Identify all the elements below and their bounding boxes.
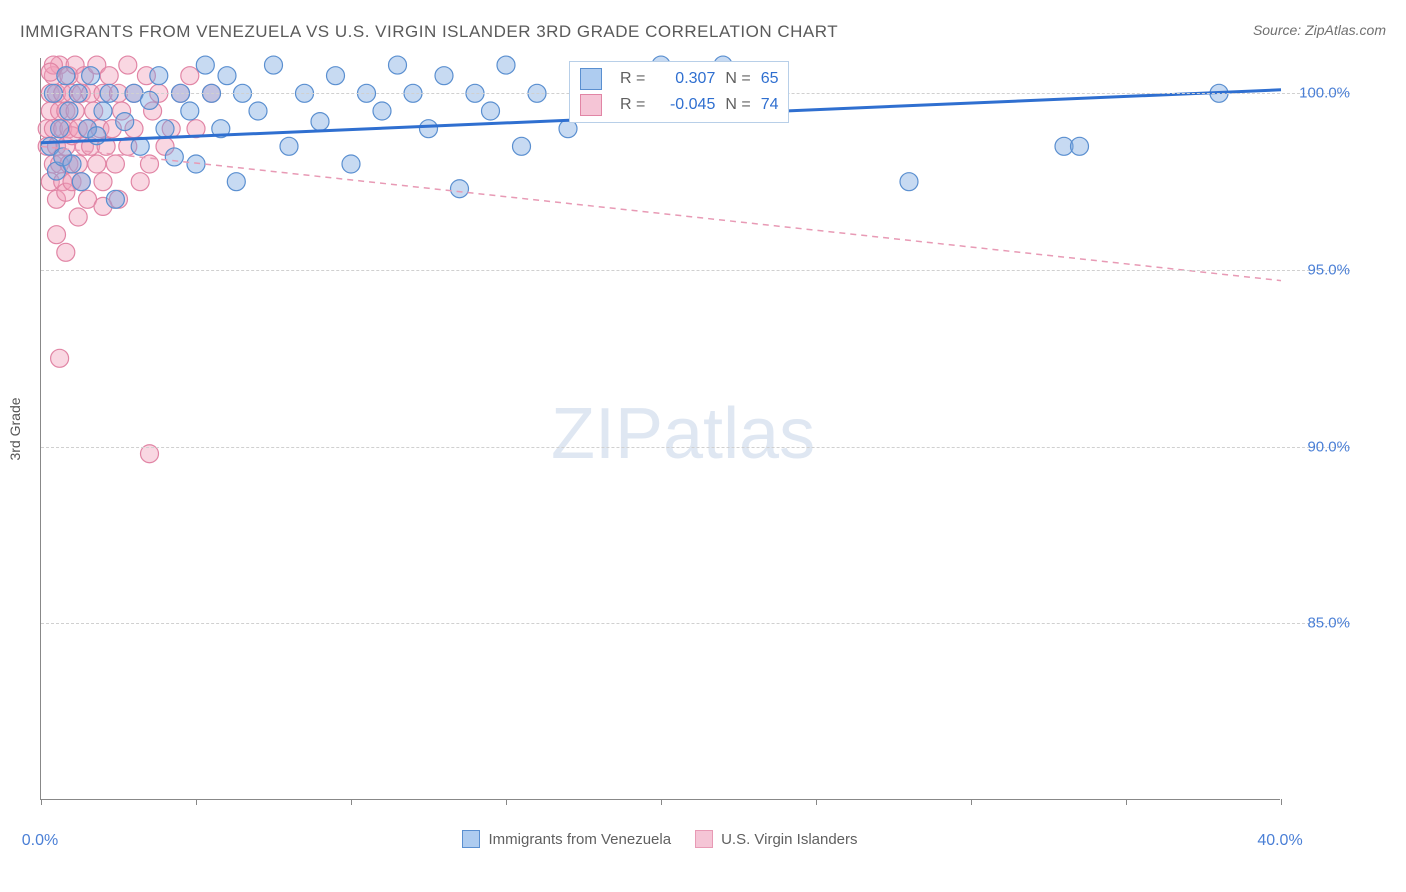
data-point-venezuela bbox=[60, 102, 78, 120]
n-label: N = bbox=[725, 96, 750, 114]
y-tick-label: 90.0% bbox=[1307, 438, 1350, 455]
legend-stats-row-venezuela: R = 0.307 N = 65 bbox=[580, 66, 778, 92]
y-tick-label: 100.0% bbox=[1299, 85, 1350, 102]
y-axis-label: 3rd Grade bbox=[7, 397, 23, 460]
data-point-venezuela bbox=[451, 180, 469, 198]
x-tick bbox=[196, 799, 197, 805]
legend-stats-box: R = 0.307 N = 65 R = -0.045 N = 74 bbox=[569, 61, 789, 123]
x-tick bbox=[41, 799, 42, 805]
legend-swatch bbox=[695, 830, 713, 848]
data-point-usvi bbox=[51, 349, 69, 367]
data-point-usvi bbox=[88, 155, 106, 173]
legend-swatch bbox=[462, 830, 480, 848]
x-tick bbox=[816, 799, 817, 805]
data-point-usvi bbox=[100, 67, 118, 85]
data-point-venezuela bbox=[187, 155, 205, 173]
data-point-venezuela bbox=[106, 190, 124, 208]
legend-swatch bbox=[580, 94, 602, 116]
x-tick bbox=[1126, 799, 1127, 805]
data-point-venezuela bbox=[72, 173, 90, 191]
data-point-venezuela bbox=[342, 155, 360, 173]
data-point-venezuela bbox=[435, 67, 453, 85]
x-tick bbox=[1281, 799, 1282, 805]
grid-line bbox=[41, 270, 1350, 271]
data-point-venezuela bbox=[218, 67, 236, 85]
data-point-usvi bbox=[41, 63, 59, 81]
y-tick-label: 85.0% bbox=[1307, 615, 1350, 632]
data-point-venezuela bbox=[82, 67, 100, 85]
data-point-usvi bbox=[69, 208, 87, 226]
data-point-usvi bbox=[106, 155, 124, 173]
legend-item: U.S. Virgin Islanders bbox=[695, 830, 857, 848]
data-point-usvi bbox=[48, 226, 66, 244]
legend-label: U.S. Virgin Islanders bbox=[721, 831, 857, 848]
data-point-venezuela bbox=[900, 173, 918, 191]
data-point-venezuela bbox=[389, 56, 407, 74]
data-point-usvi bbox=[119, 56, 137, 74]
y-tick-label: 95.0% bbox=[1307, 262, 1350, 279]
data-point-venezuela bbox=[265, 56, 283, 74]
data-point-usvi bbox=[94, 173, 112, 191]
data-point-usvi bbox=[57, 243, 75, 261]
data-point-usvi bbox=[131, 173, 149, 191]
x-tick bbox=[971, 799, 972, 805]
r-value: 0.307 bbox=[655, 70, 715, 88]
data-point-venezuela bbox=[327, 67, 345, 85]
grid-line bbox=[41, 623, 1350, 624]
data-point-venezuela bbox=[513, 137, 531, 155]
legend-swatch bbox=[580, 68, 602, 90]
data-point-venezuela bbox=[249, 102, 267, 120]
data-point-venezuela bbox=[116, 113, 134, 131]
data-point-venezuela bbox=[420, 120, 438, 138]
r-label: R = bbox=[620, 70, 645, 88]
legend-stats-row-usvi: R = -0.045 N = 74 bbox=[580, 92, 778, 118]
legend-bottom: Immigrants from Venezuela U.S. Virgin Isl… bbox=[40, 830, 1280, 852]
data-point-venezuela bbox=[196, 56, 214, 74]
plot-area: 3rd Grade ZIPatlas 85.0%90.0%95.0%100.0% bbox=[40, 58, 1280, 800]
data-point-venezuela bbox=[311, 113, 329, 131]
legend-item: Immigrants from Venezuela bbox=[462, 830, 671, 848]
n-label: N = bbox=[725, 70, 750, 88]
data-point-venezuela bbox=[51, 120, 69, 138]
x-tick bbox=[351, 799, 352, 805]
data-point-venezuela bbox=[156, 120, 174, 138]
grid-line bbox=[41, 447, 1350, 448]
data-point-venezuela bbox=[165, 148, 183, 166]
data-point-venezuela bbox=[1071, 137, 1089, 155]
data-point-venezuela bbox=[150, 67, 168, 85]
r-value: -0.045 bbox=[655, 96, 715, 114]
data-point-usvi bbox=[181, 67, 199, 85]
r-label: R = bbox=[620, 96, 645, 114]
data-point-venezuela bbox=[181, 102, 199, 120]
n-value: 74 bbox=[761, 96, 779, 114]
x-tick bbox=[506, 799, 507, 805]
data-point-venezuela bbox=[497, 56, 515, 74]
data-point-venezuela bbox=[63, 155, 81, 173]
data-point-venezuela bbox=[57, 67, 75, 85]
data-point-venezuela bbox=[280, 137, 298, 155]
trend-line-usvi bbox=[41, 146, 1281, 280]
chart-svg bbox=[41, 58, 1280, 799]
data-point-venezuela bbox=[227, 173, 245, 191]
x-tick bbox=[661, 799, 662, 805]
data-point-venezuela bbox=[373, 102, 391, 120]
data-point-venezuela bbox=[94, 102, 112, 120]
data-point-venezuela bbox=[482, 102, 500, 120]
n-value: 65 bbox=[761, 70, 779, 88]
source-attribution: Source: ZipAtlas.com bbox=[1253, 22, 1386, 38]
chart-title: IMMIGRANTS FROM VENEZUELA VS U.S. VIRGIN… bbox=[20, 22, 838, 42]
legend-label: Immigrants from Venezuela bbox=[488, 831, 671, 848]
